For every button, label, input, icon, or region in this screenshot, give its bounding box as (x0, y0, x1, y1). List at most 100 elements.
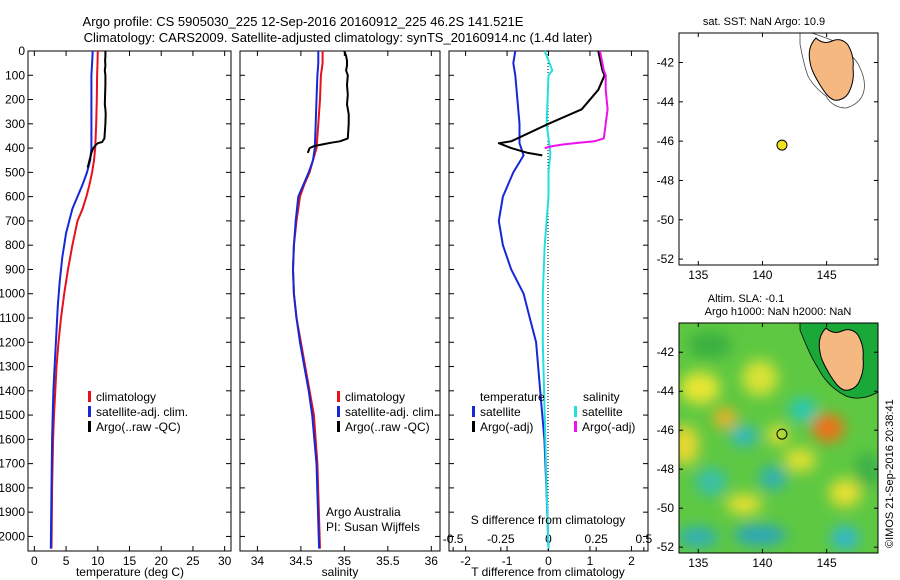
y-tick-label: 2000 (0, 529, 25, 543)
sla-map-latitude-axis: -42 -44 -46 -48 -50 -52 (657, 345, 878, 554)
sla-map-title-line1: Altim. SLA: -0.1 (708, 293, 784, 305)
y-tick-label: 1600 (0, 432, 25, 446)
y-tick-label: 300 (5, 117, 25, 131)
x-tick-label: 34.5 (289, 554, 313, 568)
sst-map-latitude-axis: -42 -44 -46 -48 -50 -52 (657, 55, 878, 266)
y-tick-label: 1700 (0, 457, 25, 471)
x-tick-label: 35.5 (376, 554, 400, 568)
y-tick-label: 1200 (0, 335, 25, 349)
sla-blob (730, 426, 758, 446)
salinity-profiles (292, 50, 350, 549)
lon-tick-label: 135 (688, 556, 708, 570)
sla-blob (680, 372, 720, 404)
s-tick-label: 0.5 (636, 532, 653, 546)
sla-blob (856, 452, 878, 488)
lat-tick-label: -44 (657, 95, 675, 109)
legend-label-satellite: satellite-adj. clim. (96, 405, 188, 419)
sst-map-frame (678, 32, 879, 266)
salinity-x-axis: 34 34.5 35 35.5 36 (251, 51, 438, 568)
sla-blob (695, 468, 727, 496)
y-tick-label: 1000 (0, 287, 25, 301)
sla-map-frame (678, 322, 879, 554)
sla-blob (768, 425, 788, 445)
y-tick-label: 1900 (0, 505, 25, 519)
legend-label-temp-satellite: satellite (480, 405, 521, 419)
lat-tick-label: -52 (657, 252, 675, 266)
x-tick-label: -2 (460, 554, 471, 568)
s-tick-label: -0.25 (487, 532, 515, 546)
float-pi: PI: Susan Wijffels (326, 520, 420, 534)
lat-tick-label: -52 (657, 540, 675, 554)
series-satellite-adj-clim- (292, 51, 321, 549)
sla-map-title-line2: Argo h1000: NaN h2000: NaN (705, 306, 852, 318)
series-climatology (50, 50, 99, 549)
x-tick-label: 30 (218, 554, 232, 568)
series-salinity-argo-adj- (544, 50, 609, 150)
series-climatology (292, 51, 324, 549)
x-tick-label: 5 (63, 554, 70, 568)
sla-heatmap-blobs (679, 331, 878, 550)
sla-blob (829, 479, 861, 507)
sla-blob (726, 494, 762, 514)
x-tick-label: 0 (545, 554, 552, 568)
temperature-profiles (49, 50, 107, 549)
sla-blob (784, 448, 816, 472)
t-difference-label: T difference from climatology (471, 565, 625, 579)
t-difference-x-axis: -2 -1 0 1 2 (460, 51, 635, 568)
sla-blob (831, 526, 859, 550)
legend-label-climatology: climatology (96, 390, 156, 404)
depth-axis: 0 100 200 300 400 500 600 700 800 900 1000 1100 1200… (0, 44, 231, 543)
salinity-depth-ticks (240, 50, 440, 537)
tasmania-coastline (808, 37, 854, 101)
sst-map-title: sat. SST: NaN Argo: 10.9 (703, 16, 825, 28)
sla-blob (679, 527, 718, 547)
lat-tick-label: -44 (657, 384, 675, 398)
lat-tick-label: -46 (657, 423, 675, 437)
y-tick-label: 1100 (0, 311, 25, 325)
x-tick-label: 35 (338, 554, 352, 568)
x-tick-label: 10 (91, 554, 105, 568)
salinity-panel-frame (239, 50, 441, 552)
legend-swatch-sal-argo (574, 421, 577, 432)
y-tick-label: 1500 (0, 408, 25, 422)
salinity-x-label: salinity (322, 565, 359, 579)
legend-swatch-temp-satellite (472, 406, 475, 417)
lat-tick-label: -48 (657, 173, 675, 187)
legend-label-climatology: climatology (345, 390, 405, 404)
sla-tasmania-coastline (818, 327, 864, 391)
legend-swatch-argo (337, 421, 340, 432)
sla-heatmap (679, 323, 878, 553)
y-tick-label: 0 (18, 44, 25, 58)
lon-tick-label: 140 (752, 268, 772, 282)
series-satellite-adj-clim- (49, 50, 94, 549)
series-argo-raw-qc- (86, 51, 107, 168)
sla-blob (789, 398, 817, 422)
figure-title-line2: Climatology: CARS2009. Satellite-adjuste… (84, 30, 593, 45)
y-tick-label: 900 (5, 262, 25, 276)
sla-blob (812, 414, 844, 442)
x-tick-label: 1 (587, 554, 594, 568)
salinity-legend: climatology satellite-adj. clim. Argo(..… (337, 390, 437, 434)
legend-title-temperature: temperature (480, 390, 545, 404)
legend-label-argo: Argo(..raw -QC) (96, 420, 181, 434)
legend-swatch-satellite (88, 406, 91, 417)
y-tick-label: 1400 (0, 384, 25, 398)
x-tick-label: 2 (628, 554, 635, 568)
temperature-x-label: temperature (deg C) (76, 565, 184, 579)
argo-position-marker (776, 428, 788, 440)
lat-tick-label: -50 (657, 501, 675, 515)
lon-tick-label: 135 (688, 268, 708, 282)
x-tick-label: 0 (31, 554, 38, 568)
y-tick-label: 1300 (0, 360, 25, 374)
sst-map-longitude-axis: 135 140 145 (688, 33, 837, 282)
legend-title-salinity: salinity (583, 390, 620, 404)
x-tick-label: 15 (123, 554, 137, 568)
series-salinity-satellite (541, 50, 554, 549)
lat-tick-label: -46 (657, 134, 675, 148)
legend-label-satellite: satellite-adj. clim. (345, 405, 437, 419)
s-tick-label: 0.25 (584, 532, 608, 546)
sla-map-longitude-axis: 135 140 145 (688, 323, 837, 570)
x-tick-label: 25 (186, 554, 200, 568)
sla-blob (713, 408, 737, 428)
